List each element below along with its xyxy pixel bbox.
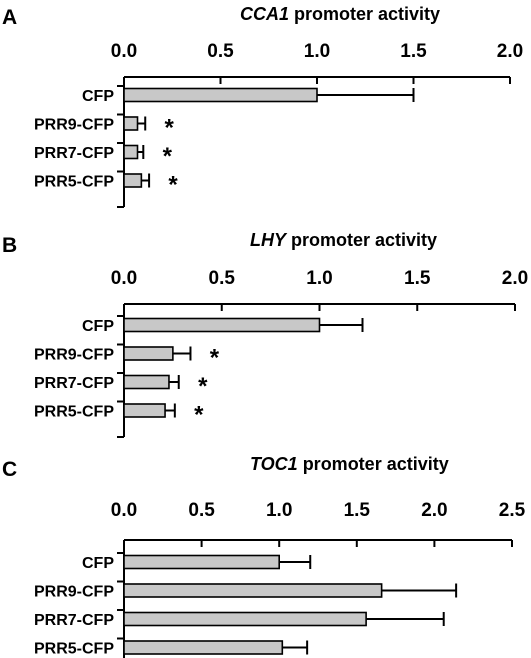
significance-marker: * bbox=[165, 115, 175, 142]
panel-letter: A bbox=[2, 6, 17, 29]
category-label: PRR5-CFP bbox=[34, 174, 114, 191]
x-tick-label: 0.0 bbox=[111, 268, 137, 289]
x-tick-label: 1.0 bbox=[306, 268, 332, 289]
bar bbox=[123, 583, 383, 598]
x-tick-label: 1.5 bbox=[404, 268, 431, 289]
x-tick-label: 2.0 bbox=[421, 500, 447, 521]
bar bbox=[123, 346, 174, 361]
category-label: CFP bbox=[82, 555, 114, 572]
bar bbox=[123, 173, 143, 188]
x-tick-label: 2.0 bbox=[502, 268, 528, 289]
x-tick-label: 1.0 bbox=[266, 500, 292, 521]
x-tick-label: 1.5 bbox=[400, 41, 427, 62]
title-rest: promoter activity bbox=[289, 4, 440, 24]
title-rest: promoter activity bbox=[286, 230, 437, 250]
category-label: PRR7-CFP bbox=[34, 145, 114, 162]
bar bbox=[123, 403, 166, 418]
bar bbox=[123, 317, 321, 333]
bar bbox=[123, 87, 318, 103]
chart-title: TOC1 promoter activity bbox=[250, 454, 449, 474]
x-tick-label: 2.5 bbox=[499, 500, 526, 521]
category-label: PRR9-CFP bbox=[34, 347, 114, 364]
significance-marker: * bbox=[168, 172, 178, 199]
category-label: PRR9-CFP bbox=[34, 117, 114, 134]
significance-marker: * bbox=[210, 345, 220, 372]
x-tick-label: 0.0 bbox=[111, 41, 137, 62]
bar bbox=[123, 640, 284, 655]
x-tick-label: 0.5 bbox=[209, 268, 236, 289]
panel-c: C TOC1 promoter activity 0.0 0.5 1.0 1.5 2.0 2.… bbox=[2, 454, 526, 658]
x-tick-label: 0.5 bbox=[188, 500, 215, 521]
panel-letter: B bbox=[2, 234, 17, 257]
category-label: PRR9-CFP bbox=[34, 584, 114, 601]
chart-title: CCA1 promoter activity bbox=[240, 4, 440, 24]
x-tick-label: 1.0 bbox=[304, 41, 330, 62]
title-gene: LHY bbox=[250, 230, 288, 250]
x-tick-label: 1.5 bbox=[344, 500, 371, 521]
category-label: PRR5-CFP bbox=[34, 404, 114, 421]
bar bbox=[123, 116, 139, 131]
x-tick-label: 2.0 bbox=[497, 41, 523, 62]
significance-marker: * bbox=[194, 402, 204, 429]
x-tick-label: 0.0 bbox=[111, 500, 137, 521]
panel-letter: C bbox=[2, 458, 17, 481]
chart-title: LHY promoter activity bbox=[250, 230, 437, 250]
significance-marker: * bbox=[163, 143, 173, 170]
significance-marker: * bbox=[198, 373, 208, 400]
bar bbox=[123, 554, 280, 570]
category-label: PRR5-CFP bbox=[34, 641, 114, 658]
bar bbox=[123, 374, 170, 390]
title-gene: TOC1 bbox=[250, 454, 298, 474]
bar bbox=[123, 144, 139, 160]
x-tick-label: 0.5 bbox=[207, 41, 234, 62]
panel-b: B LHY promoter activity 0.0 0.5 1.0 1.5 2.0 CFP… bbox=[2, 230, 528, 438]
bar bbox=[123, 611, 367, 627]
category-label: CFP bbox=[82, 88, 114, 105]
panel-a: A CCA1 promoter activity 0.0 0.5 1.0 1.5 2.0 CF… bbox=[2, 4, 523, 208]
category-label: PRR7-CFP bbox=[34, 375, 114, 392]
title-rest: promoter activity bbox=[298, 454, 449, 474]
category-label: PRR7-CFP bbox=[34, 612, 114, 629]
category-label: CFP bbox=[82, 318, 114, 335]
title-gene: CCA1 bbox=[240, 4, 289, 24]
